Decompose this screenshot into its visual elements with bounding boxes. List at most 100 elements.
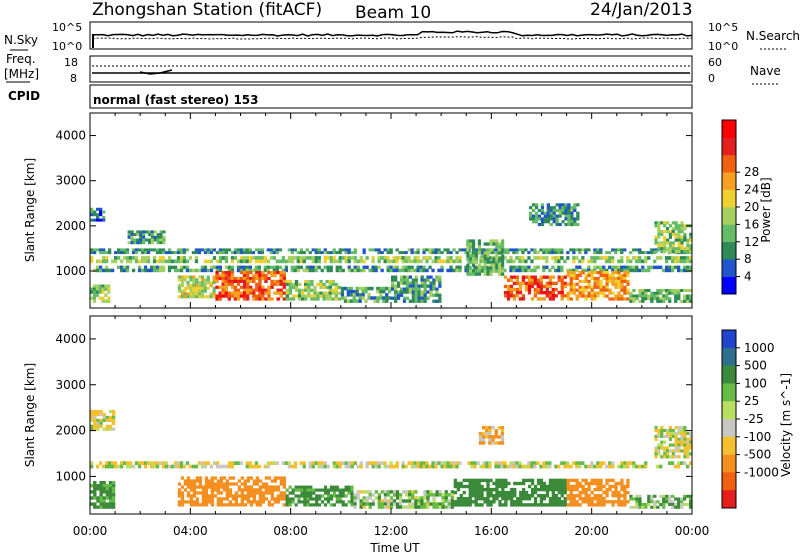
heatmap-cell bbox=[461, 248, 465, 252]
heatmap-cell bbox=[105, 461, 109, 465]
heatmap-cell bbox=[536, 265, 540, 270]
heatmap-cell bbox=[291, 488, 295, 492]
heatmap-cell bbox=[611, 265, 615, 270]
heatmap-cell bbox=[470, 461, 474, 465]
heatmap-cell bbox=[371, 256, 375, 260]
heatmap-cell bbox=[668, 297, 672, 301]
heatmap-cell bbox=[122, 461, 127, 465]
heatmap-cell bbox=[319, 294, 323, 298]
heatmap-cell bbox=[105, 502, 110, 506]
heatmap-cell bbox=[474, 494, 478, 498]
heatmap-cell bbox=[680, 437, 684, 441]
heatmap-cell bbox=[139, 241, 143, 245]
heatmap-cell bbox=[674, 289, 678, 292]
heatmap-cell bbox=[341, 268, 345, 273]
heatmap-cell bbox=[334, 297, 339, 301]
heatmap-cell bbox=[350, 494, 354, 498]
heatmap-cell bbox=[462, 497, 466, 501]
heatmap-cell bbox=[435, 299, 439, 303]
heatmap-cell bbox=[212, 289, 216, 293]
heatmap-cell bbox=[492, 500, 496, 504]
heatmap-cell bbox=[195, 485, 200, 489]
heatmap-cell bbox=[602, 288, 606, 292]
heatmap-cell bbox=[539, 478, 544, 483]
heatmap-cell bbox=[201, 497, 206, 501]
heatmap-cell bbox=[270, 488, 274, 492]
heatmap-cell bbox=[536, 284, 540, 289]
heatmap-cell bbox=[176, 268, 181, 273]
heatmap-cell bbox=[150, 238, 154, 242]
heatmap-cell bbox=[671, 232, 675, 236]
heatmap-cell bbox=[575, 256, 579, 260]
heatmap-cell bbox=[408, 499, 412, 503]
heatmap-cell bbox=[665, 265, 669, 270]
heatmap-cell bbox=[542, 487, 547, 492]
heatmap-cell bbox=[660, 221, 664, 225]
heatmap-cell bbox=[105, 268, 109, 273]
heatmap-cell bbox=[509, 294, 514, 298]
heatmap-cell bbox=[374, 461, 378, 465]
heatmap-cell bbox=[570, 223, 574, 227]
heatmap-cell bbox=[443, 461, 447, 465]
heatmap-cell bbox=[434, 464, 438, 469]
heatmap-cell bbox=[638, 503, 642, 506]
heatmap-cell bbox=[346, 293, 350, 297]
heatmap-cell bbox=[459, 497, 463, 501]
heatmap-cell bbox=[426, 505, 430, 509]
freq-left-tick-bottom: 8 bbox=[70, 72, 77, 85]
heatmap-cell bbox=[197, 268, 202, 273]
heatmap-cell bbox=[509, 259, 513, 264]
heatmap-cell bbox=[264, 497, 268, 501]
heatmap-cell bbox=[282, 273, 286, 278]
heatmap-cell bbox=[111, 484, 116, 488]
heatmap-cell bbox=[287, 259, 291, 264]
heatmap-cell bbox=[482, 461, 486, 465]
heatmap-cell bbox=[185, 268, 190, 273]
heatmap-cell bbox=[416, 464, 420, 469]
heatmap-cell bbox=[479, 464, 483, 469]
heatmap-cell bbox=[329, 256, 333, 260]
heatmap-cell bbox=[276, 476, 280, 480]
heatmap-cell bbox=[296, 268, 300, 273]
heatmap-cell bbox=[647, 268, 651, 273]
heatmap-cell bbox=[519, 494, 523, 498]
heatmap-cell bbox=[438, 281, 442, 285]
heatmap-cell bbox=[569, 273, 573, 278]
heatmap-cell bbox=[371, 499, 375, 503]
heatmap-cell bbox=[677, 259, 681, 264]
heatmap-cell bbox=[489, 239, 493, 243]
heatmap-cell bbox=[449, 256, 453, 260]
heatmap-cell bbox=[560, 248, 564, 252]
heatmap-cell bbox=[495, 494, 499, 498]
heatmap-cell bbox=[501, 478, 505, 483]
heatmap-cell bbox=[554, 503, 558, 507]
heatmap-cell bbox=[200, 292, 205, 296]
heatmap-cell bbox=[542, 248, 546, 252]
heatmap-cell bbox=[90, 259, 94, 264]
heatmap-cell bbox=[536, 256, 540, 260]
heatmap-cell bbox=[623, 464, 627, 469]
heatmap-cell bbox=[656, 294, 660, 298]
heatmap-cell bbox=[302, 268, 306, 273]
heatmap-cell bbox=[534, 217, 539, 221]
heatmap-cell bbox=[402, 296, 407, 300]
heatmap-cell bbox=[677, 224, 681, 228]
heatmap-cell bbox=[563, 484, 567, 489]
heatmap-cell bbox=[152, 248, 157, 252]
heatmap-cell bbox=[477, 266, 481, 270]
heatmap-cell bbox=[255, 491, 259, 495]
heatmap-cell bbox=[548, 284, 552, 289]
heatmap-cell bbox=[245, 256, 249, 260]
heatmap-cell bbox=[263, 265, 267, 270]
heatmap-cell bbox=[564, 217, 568, 221]
heatmap-cell bbox=[647, 265, 651, 270]
heatmap-cell bbox=[498, 478, 502, 483]
heatmap-cell bbox=[111, 487, 116, 491]
heatmap-cell bbox=[437, 461, 441, 465]
heatmap-cell bbox=[659, 291, 663, 295]
heatmap-cell bbox=[364, 286, 368, 291]
heatmap-cell bbox=[638, 268, 642, 273]
heatmap-cell bbox=[536, 297, 540, 301]
heatmap-cell bbox=[689, 500, 693, 504]
heatmap-cell bbox=[660, 446, 664, 450]
